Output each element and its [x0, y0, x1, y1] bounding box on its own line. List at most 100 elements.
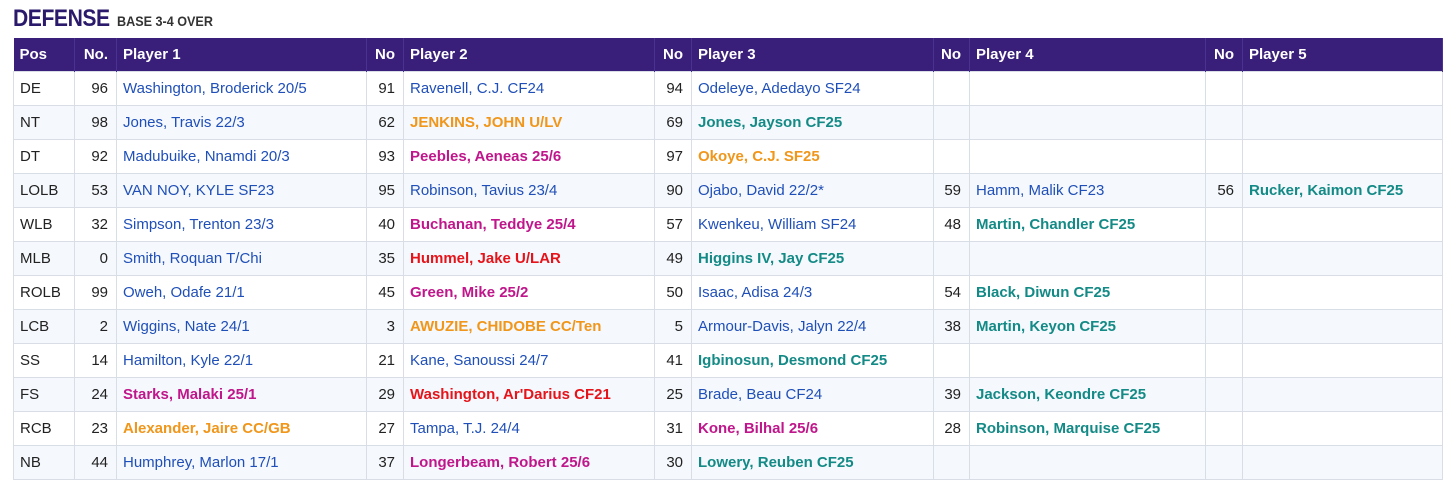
player-name-link[interactable]: Jones, Jayson CF25	[691, 105, 934, 140]
table-row: NT 98 Jones, Travis 22/3 62 JENKINS, JOHN U/…	[13, 105, 1443, 140]
jersey-number-cell	[1205, 377, 1243, 412]
player-name-link	[969, 343, 1206, 378]
player-name-link[interactable]: Isaac, Adisa 24/3	[691, 275, 934, 310]
player-name-link[interactable]: Smith, Roquan T/Chi	[116, 241, 367, 276]
player-name-link	[969, 71, 1206, 106]
player-name-link[interactable]: Peebles, Aeneas 25/6	[403, 139, 655, 174]
player-name-link[interactable]: AWUZIE, CHIDOBE CC/Ten	[403, 309, 655, 344]
table-header-row: Pos No. Player 1 No Player 2 No Player 3 No Play…	[13, 38, 1443, 72]
position-cell: DE	[13, 71, 75, 106]
jersey-number-cell: 96	[74, 71, 117, 106]
table-row: LOLB 53 VAN NOY, KYLE SF23 95 Robinson, Tavi…	[13, 173, 1443, 208]
player-name-link[interactable]: Oweh, Odafe 21/1	[116, 275, 367, 310]
jersey-number-cell: 95	[366, 173, 404, 208]
player-name-link[interactable]: Rucker, Kaimon CF25	[1242, 173, 1443, 208]
player-name-link[interactable]: Washington, Ar'Darius CF21	[403, 377, 655, 412]
player-name-link[interactable]: Odeleye, Adedayo SF24	[691, 71, 934, 106]
player-name-link[interactable]: Madubuike, Nnamdi 20/3	[116, 139, 367, 174]
position-cell: RCB	[13, 411, 75, 446]
column-header: Player 3	[691, 38, 934, 72]
table-row: DE 96 Washington, Broderick 20/5 91 Ravenell…	[13, 71, 1443, 106]
player-name-link[interactable]: Buchanan, Teddye 25/4	[403, 207, 655, 242]
player-name-link[interactable]: Green, Mike 25/2	[403, 275, 655, 310]
player-name-link[interactable]: Martin, Keyon CF25	[969, 309, 1206, 344]
player-name-link[interactable]: Higgins IV, Jay CF25	[691, 241, 934, 276]
column-header: No	[366, 38, 404, 72]
player-name-link[interactable]: Alexander, Jaire CC/GB	[116, 411, 367, 446]
jersey-number-cell	[1205, 71, 1243, 106]
jersey-number-cell: 48	[933, 207, 970, 242]
player-name-link[interactable]: Ravenell, C.J. CF24	[403, 71, 655, 106]
position-cell: LCB	[13, 309, 75, 344]
player-name-link[interactable]: Washington, Broderick 20/5	[116, 71, 367, 106]
position-cell: SS	[13, 343, 75, 378]
jersey-number-cell: 32	[74, 207, 117, 242]
jersey-number-cell	[1205, 309, 1243, 344]
table-row: RCB 23 Alexander, Jaire CC/GB 27 Tampa, T.J.…	[13, 411, 1443, 446]
player-name-link[interactable]: Black, Diwun CF25	[969, 275, 1206, 310]
table-row: DT 92 Madubuike, Nnamdi 20/3 93 Peebles, Aen…	[13, 139, 1443, 174]
player-name-link	[1242, 275, 1443, 310]
jersey-number-cell: 29	[366, 377, 404, 412]
jersey-number-cell: 54	[933, 275, 970, 310]
jersey-number-cell	[1205, 241, 1243, 276]
position-cell: NT	[13, 105, 75, 140]
player-name-link[interactable]: Kwenkeu, William SF24	[691, 207, 934, 242]
player-name-link[interactable]: Kone, Bilhal 25/6	[691, 411, 934, 446]
jersey-number-cell: 56	[1205, 173, 1243, 208]
player-name-link[interactable]: Hamilton, Kyle 22/1	[116, 343, 367, 378]
player-name-link[interactable]: Robinson, Marquise CF25	[969, 411, 1206, 446]
player-name-link[interactable]: Igbinosun, Desmond CF25	[691, 343, 934, 378]
table-body: DE 96 Washington, Broderick 20/5 91 Ravenell…	[13, 71, 1443, 480]
section-heading: DEFENSE BASE 3-4 OVER	[13, 5, 223, 33]
player-name-link[interactable]: Okoye, C.J. SF25	[691, 139, 934, 174]
player-name-link[interactable]: Hamm, Malik CF23	[969, 173, 1206, 208]
position-cell: ROLB	[13, 275, 75, 310]
player-name-link	[969, 139, 1206, 174]
player-name-link	[1242, 343, 1443, 378]
column-header: Pos	[13, 38, 75, 72]
player-name-link[interactable]: Humphrey, Marlon 17/1	[116, 445, 367, 480]
player-name-link[interactable]: Armour-Davis, Jalyn 22/4	[691, 309, 934, 344]
player-name-link[interactable]: Robinson, Tavius 23/4	[403, 173, 655, 208]
table-row: NB 44 Humphrey, Marlon 17/1 37 Longerbeam, R…	[13, 445, 1443, 480]
player-name-link[interactable]: Hummel, Jake U/LAR	[403, 241, 655, 276]
player-name-link	[1242, 71, 1443, 106]
depth-chart-table: Pos No. Player 1 No Player 2 No Player 3 No Play…	[13, 38, 1443, 480]
section-subtitle: BASE 3-4 OVER	[116, 13, 213, 29]
player-name-link[interactable]: Kane, Sanoussi 24/7	[403, 343, 655, 378]
player-name-link	[1242, 377, 1443, 412]
jersey-number-cell: 93	[366, 139, 404, 174]
jersey-number-cell: 0	[74, 241, 117, 276]
player-name-link[interactable]: VAN NOY, KYLE SF23	[116, 173, 367, 208]
jersey-number-cell: 35	[366, 241, 404, 276]
jersey-number-cell: 57	[654, 207, 692, 242]
position-cell: WLB	[13, 207, 75, 242]
column-header: No.	[74, 38, 117, 72]
player-name-link[interactable]: JENKINS, JOHN U/LV	[403, 105, 655, 140]
player-name-link	[1242, 241, 1443, 276]
player-name-link	[1242, 105, 1443, 140]
player-name-link[interactable]: Jackson, Keondre CF25	[969, 377, 1206, 412]
column-header: No	[1205, 38, 1243, 72]
player-name-link[interactable]: Starks, Malaki 25/1	[116, 377, 367, 412]
jersey-number-cell	[933, 71, 970, 106]
player-name-link[interactable]: Brade, Beau CF24	[691, 377, 934, 412]
player-name-link[interactable]: Tampa, T.J. 24/4	[403, 411, 655, 446]
player-name-link[interactable]: Longerbeam, Robert 25/6	[403, 445, 655, 480]
player-name-link[interactable]: Martin, Chandler CF25	[969, 207, 1206, 242]
player-name-link[interactable]: Simpson, Trenton 23/3	[116, 207, 367, 242]
jersey-number-cell: 97	[654, 139, 692, 174]
jersey-number-cell: 39	[933, 377, 970, 412]
player-name-link[interactable]: Wiggins, Nate 24/1	[116, 309, 367, 344]
table-row: WLB 32 Simpson, Trenton 23/3 40 Buchanan, Te…	[13, 207, 1443, 242]
jersey-number-cell	[1205, 445, 1243, 480]
player-name-link[interactable]: Ojabo, David 22/2*	[691, 173, 934, 208]
table-row: SS 14 Hamilton, Kyle 22/1 21 Kane, Sanoussi …	[13, 343, 1443, 378]
position-cell: NB	[13, 445, 75, 480]
jersey-number-cell	[933, 105, 970, 140]
player-name-link[interactable]: Lowery, Reuben CF25	[691, 445, 934, 480]
position-cell: MLB	[13, 241, 75, 276]
player-name-link[interactable]: Jones, Travis 22/3	[116, 105, 367, 140]
position-cell: LOLB	[13, 173, 75, 208]
